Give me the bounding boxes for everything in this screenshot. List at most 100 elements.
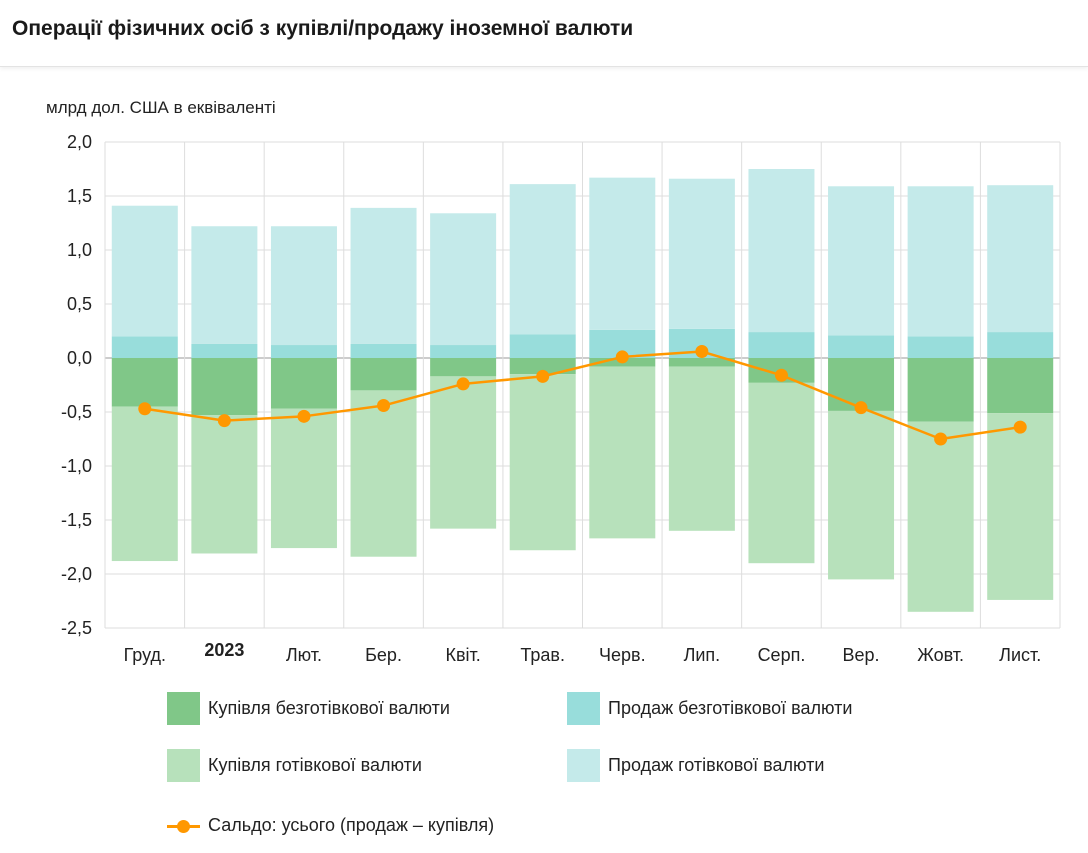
balance-point[interactable]	[456, 377, 470, 391]
grid-layer	[104, 141, 1061, 629]
x-tick-label: Лист.	[999, 645, 1041, 665]
bar-buy-cash[interactable]	[907, 421, 974, 612]
balance-point[interactable]	[695, 345, 709, 359]
x-tick-label: Лип.	[684, 645, 721, 665]
y-tick-label: -0,5	[61, 402, 92, 422]
legend-item-sell-cash[interactable]: Продаж готівкової валюти	[567, 749, 824, 782]
x-tick-label: 2023	[204, 640, 244, 660]
bar-buy-cash[interactable]	[191, 415, 258, 554]
legend-item-balance[interactable]: Сальдо: усього (продаж – купівля)	[167, 815, 494, 836]
bar-sell-noncash[interactable]	[111, 336, 178, 358]
bar-sell-noncash[interactable]	[350, 343, 417, 358]
y-tick-label: 2,0	[67, 132, 92, 152]
bar-buy-cash[interactable]	[828, 410, 895, 580]
bar-sell-noncash[interactable]	[987, 332, 1054, 358]
bar-sell-noncash[interactable]	[430, 345, 497, 358]
y-tick-label: 1,5	[67, 186, 92, 206]
y-tick-label: -2,5	[61, 618, 92, 638]
y-tick-label: 1,0	[67, 240, 92, 260]
x-tick-label: Серп.	[758, 645, 806, 665]
bar-sell-cash[interactable]	[907, 186, 974, 337]
balance-point[interactable]	[377, 399, 391, 413]
y-tick-label: 0,5	[67, 294, 92, 314]
bar-sell-noncash[interactable]	[509, 334, 576, 358]
legend-item-buy-noncash[interactable]: Купівля безготівкової валюти	[167, 692, 450, 725]
x-tick-label: Черв.	[599, 645, 646, 665]
x-tick-label: Жовт.	[917, 645, 964, 665]
y-tick-label: -2,0	[61, 564, 92, 584]
bar-sell-noncash[interactable]	[828, 335, 895, 358]
x-tick-label: Лют.	[286, 645, 322, 665]
bar-buy-noncash[interactable]	[270, 358, 337, 409]
bar-sell-cash[interactable]	[668, 178, 735, 329]
bar-buy-noncash[interactable]	[509, 358, 576, 375]
y-axis-unit-label: млрд дол. США в еквіваленті	[46, 98, 276, 117]
legend-swatch-sell-cash	[567, 749, 600, 782]
balance-point[interactable]	[297, 409, 311, 423]
bar-buy-noncash[interactable]	[350, 358, 417, 391]
y-tick-label: 0,0	[67, 348, 92, 368]
balance-line-layer	[138, 345, 1027, 446]
bar-sell-noncash[interactable]	[907, 336, 974, 358]
bar-sell-cash[interactable]	[111, 205, 178, 337]
x-tick-label: Трав.	[520, 645, 565, 665]
bar-buy-noncash[interactable]	[430, 358, 497, 377]
bar-sell-cash[interactable]	[589, 177, 656, 330]
balance-point[interactable]	[774, 368, 788, 382]
balance-line	[144, 350, 1021, 441]
bar-buy-cash[interactable]	[668, 366, 735, 531]
bar-buy-cash[interactable]	[430, 376, 497, 529]
x-tick-label: Бер.	[365, 645, 402, 665]
y-tick-labels: 2,0 1,5 1,0 0,5 0,0 -0,5 -1,0 -1,5 -2,0 -2,5	[61, 132, 92, 638]
legend-item-sell-noncash[interactable]: Продаж безготівкової валюти	[567, 692, 852, 725]
legend-swatch-buy-cash	[167, 749, 200, 782]
y-tick-label: -1,5	[61, 510, 92, 530]
legend-label-buy-cash: Купівля готівкової валюти	[208, 755, 422, 775]
legend-label-sell-noncash: Продаж безготівкової валюти	[608, 698, 853, 718]
bar-sell-noncash[interactable]	[270, 345, 337, 358]
bar-buy-cash[interactable]	[589, 366, 656, 539]
legend-swatch-buy-noncash	[167, 692, 200, 725]
legend-item-buy-cash[interactable]: Купівля готівкової валюти	[167, 749, 422, 782]
bar-sell-cash[interactable]	[509, 184, 576, 335]
bar-buy-noncash[interactable]	[668, 358, 735, 367]
bar-buy-noncash[interactable]	[987, 358, 1054, 414]
bar-buy-cash[interactable]	[350, 390, 417, 557]
bar-sell-cash[interactable]	[430, 213, 497, 346]
x-tick-labels: Груд. 2023 Лют. Бер. Квіт. Трав. Черв. Лип. Серп…	[124, 640, 1042, 665]
bar-sell-cash[interactable]	[828, 186, 895, 336]
bar-buy-noncash[interactable]	[191, 358, 258, 416]
legend-line-icon	[167, 819, 200, 833]
bar-buy-cash[interactable]	[748, 382, 815, 564]
page-title: Операції фізичних осіб з купівлі/продажу…	[12, 17, 634, 40]
balance-point[interactable]	[138, 402, 152, 416]
bar-sell-cash[interactable]	[748, 169, 815, 333]
balance-point[interactable]	[854, 401, 868, 415]
bar-sell-noncash[interactable]	[748, 332, 815, 358]
header-bar: Операції фізичних осіб з купівлі/продажу…	[0, 0, 1088, 67]
balance-point[interactable]	[615, 350, 629, 364]
bar-sell-cash[interactable]	[987, 185, 1054, 333]
bar-sell-cash[interactable]	[191, 226, 258, 344]
legend-label-balance: Сальдо: усього (продаж – купівля)	[208, 815, 495, 835]
bar-buy-noncash[interactable]	[111, 358, 178, 407]
bar-buy-cash[interactable]	[987, 413, 1054, 600]
bar-sell-cash[interactable]	[270, 226, 337, 346]
balance-point[interactable]	[1013, 420, 1027, 434]
bar-buy-cash[interactable]	[270, 408, 337, 549]
bar-buy-noncash[interactable]	[907, 358, 974, 422]
x-tick-label: Вер.	[843, 645, 880, 665]
y-tick-label: -1,0	[61, 456, 92, 476]
balance-point[interactable]	[934, 432, 948, 446]
bar-sell-noncash[interactable]	[191, 343, 258, 358]
bar-sell-cash[interactable]	[350, 207, 417, 344]
balance-point[interactable]	[217, 414, 231, 428]
balance-point[interactable]	[536, 369, 550, 383]
bar-buy-cash[interactable]	[111, 406, 178, 562]
bar-buy-cash[interactable]	[509, 374, 576, 551]
x-tick-label: Квіт.	[445, 645, 480, 665]
x-tick-label: Груд.	[124, 645, 166, 665]
legend-swatch-sell-noncash	[567, 692, 600, 725]
